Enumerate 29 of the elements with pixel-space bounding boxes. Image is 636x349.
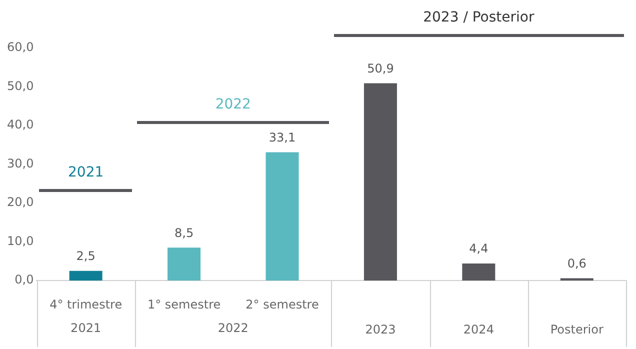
y-tick-label: 50,0 (7, 78, 34, 93)
bar (266, 152, 299, 281)
y-tick-label: 60,0 (7, 40, 34, 54)
data-label: 50,9 (367, 61, 394, 76)
annotation: 2022 (215, 96, 251, 113)
x-tick-label: 2023 (365, 322, 396, 337)
x-tick-label: 1° semestre (147, 297, 221, 312)
x-tick-label: Posterior (550, 322, 604, 337)
data-label: 4,4 (469, 242, 488, 256)
data-label: 0,6 (567, 256, 586, 270)
y-tick-label: 30,0 (7, 156, 34, 170)
bar (462, 264, 496, 281)
x-tick-label: 2° semestre (246, 297, 319, 312)
bar (168, 248, 201, 281)
bar (364, 83, 397, 281)
text: 2021 (70, 321, 102, 336)
y-tick-label: 10,0 (7, 234, 34, 248)
data-label: 33,1 (268, 130, 296, 144)
bar (69, 270, 102, 281)
x-tick-label: 4° trimestre (50, 297, 122, 312)
y-tick-label: 0,0 (14, 272, 34, 287)
x-tick-label: 2024 (463, 322, 494, 337)
y-tick-label: 20,0 (7, 195, 34, 210)
y-tick-label: 40,0 (7, 118, 34, 132)
annotation: 2021 (68, 164, 104, 181)
text: 2023 / Posterior (423, 10, 534, 26)
data-label: 8,5 (174, 226, 194, 240)
data-label: 2,5 (76, 249, 96, 264)
text: 2022 (218, 321, 248, 336)
